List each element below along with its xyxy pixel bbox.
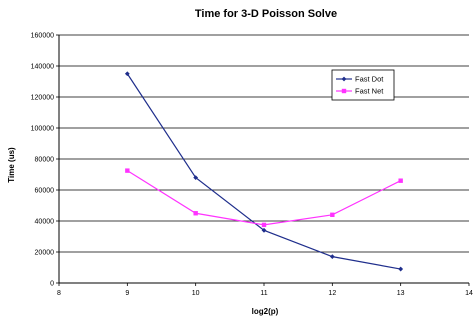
data-point	[261, 227, 267, 233]
x-tick-label: 10	[192, 290, 200, 297]
x-tick-label: 8	[57, 290, 61, 297]
data-point	[193, 175, 199, 180]
y-tick-label: 100000	[31, 126, 54, 133]
y-ticks: 0 20000 40000 60000 80000 100000 120000 140000 1…	[31, 33, 59, 288]
x-tick-label: 9	[125, 290, 129, 297]
grid-lines	[59, 34, 469, 253]
x-axis-label: log2(p)	[252, 307, 279, 316]
legend-item: Fast Net	[336, 87, 384, 96]
data-point	[125, 168, 130, 173]
series-group	[124, 71, 404, 272]
data-point	[341, 76, 347, 82]
y-axis-label: Time (us)	[7, 147, 16, 183]
y-tick-label: 60000	[35, 188, 55, 195]
legend-label: Fast Dot	[355, 75, 384, 84]
y-tick-label: 0	[50, 281, 54, 288]
plot-area: 8 9 10 11 12 13 14 0 20000 40000 60000 80000 100000…	[31, 33, 473, 298]
data-point	[193, 211, 198, 216]
data-point	[398, 178, 403, 183]
data-point	[341, 88, 347, 94]
x-tick-label: 11	[260, 290, 267, 297]
data-point	[398, 266, 404, 272]
y-tick-label: 160000	[31, 33, 54, 40]
legend-item: Fast Dot	[336, 75, 384, 84]
y-tick-label: 140000	[31, 64, 54, 71]
data-point	[124, 71, 130, 77]
chart-title: Time for 3-D Poisson Solve	[195, 8, 337, 20]
x-tick-label: 13	[397, 290, 405, 297]
legend-box	[331, 69, 395, 101]
data-point	[261, 222, 267, 228]
y-tick-label: 120000	[31, 95, 54, 102]
x-tick-label: 12	[328, 290, 336, 297]
legend: Fast Dot Fast Net	[331, 69, 395, 101]
x-tick-label: 14	[465, 290, 473, 297]
series-fast-dot	[124, 71, 404, 272]
y-tick-label: 40000	[35, 219, 55, 226]
y-tick-label: 80000	[35, 157, 55, 164]
series-fast-net	[125, 168, 403, 228]
x-ticks: 8 9 10 11 12 13 14	[57, 283, 473, 297]
y-tick-label: 20000	[35, 250, 55, 257]
data-point	[329, 254, 335, 260]
legend-label: Fast Net	[355, 87, 384, 96]
data-point	[330, 212, 335, 217]
